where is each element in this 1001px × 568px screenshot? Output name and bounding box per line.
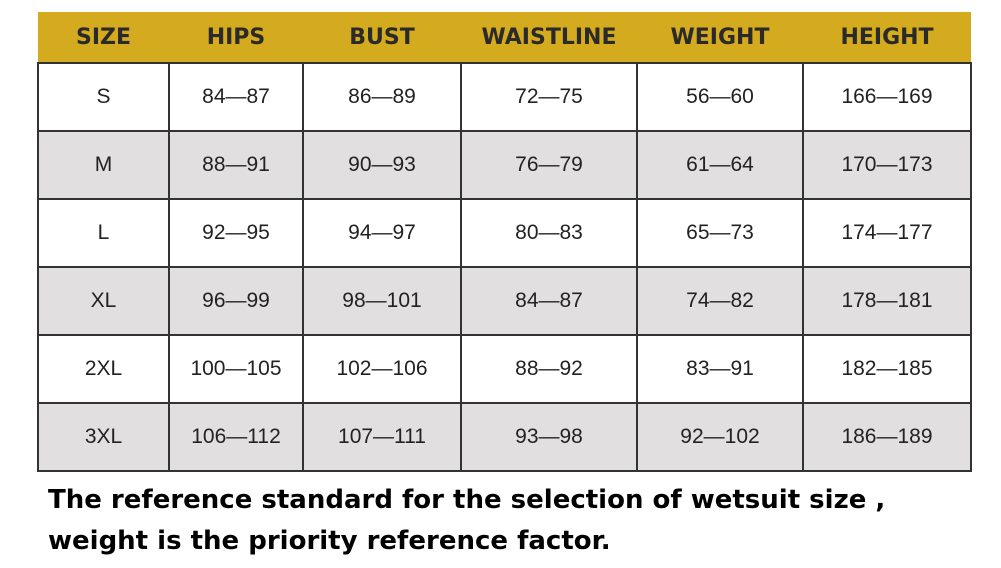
table-cell: 86—89 [302, 62, 462, 132]
size-table: SIZE HIPS BUST WAISTLINE WEIGHT HEIGHT S 84—87… [37, 12, 972, 472]
table-cell: 84—87 [168, 62, 304, 132]
table-cell: 94—97 [302, 198, 462, 268]
table-row: 2XL 100—105 102—106 88—92 83—91 182—185 [37, 334, 972, 404]
note: The reference standard for the selection… [48, 480, 885, 562]
table-cell: 96—99 [168, 266, 304, 336]
table-cell: 88—92 [460, 334, 638, 404]
table-cell: 107—111 [302, 402, 462, 472]
table-cell: 61—64 [636, 130, 804, 200]
table-cell: 56—60 [636, 62, 804, 132]
table-cell: 76—79 [460, 130, 638, 200]
table-cell: 186—189 [802, 402, 972, 472]
table-body: S 84—87 86—89 72—75 56—60 166—169 M 88—91 90—93 7… [37, 62, 972, 472]
table-cell: 92—102 [636, 402, 804, 472]
table-cell: 166—169 [802, 62, 972, 132]
header-cell: HEIGHT [803, 12, 971, 63]
table-row: XL 96—99 98—101 84—87 74—82 178—181 [37, 266, 972, 336]
header-cell: WEIGHT [637, 12, 803, 63]
header-row: SIZE HIPS BUST WAISTLINE WEIGHT HEIGHT [38, 12, 971, 63]
note-line: weight is the priority reference factor. [48, 526, 611, 556]
table-cell: L [37, 198, 170, 268]
header-cell: SIZE [38, 12, 169, 63]
table-cell: 174—177 [802, 198, 972, 268]
table-row: L 92—95 94—97 80—83 65—73 174—177 [37, 198, 972, 268]
table-row: M 88—91 90—93 76—79 61—64 170—173 [37, 130, 972, 200]
note-line: The reference standard for the selection… [48, 485, 886, 515]
table-cell: 100—105 [168, 334, 304, 404]
table-cell: 84—87 [460, 266, 638, 336]
table-cell: 92—95 [168, 198, 304, 268]
table-cell: 88—91 [168, 130, 304, 200]
table-cell: 93—98 [460, 402, 638, 472]
table-cell: 102—106 [302, 334, 462, 404]
header-cell: HIPS [169, 12, 303, 63]
table-cell: 65—73 [636, 198, 804, 268]
table-cell: 72—75 [460, 62, 638, 132]
table-cell: 3XL [37, 402, 170, 472]
table-cell: S [37, 62, 170, 132]
table-cell: 178—181 [802, 266, 972, 336]
header-cell: BUST [303, 12, 461, 63]
table-cell: 106—112 [168, 402, 304, 472]
size-table-wrap: SIZE HIPS BUST WAISTLINE WEIGHT HEIGHT S 84—87… [37, 12, 972, 472]
table-cell: 80—83 [460, 198, 638, 268]
table-row: 3XL 106—112 107—111 93—98 92—102 186—189 [37, 402, 972, 472]
table-cell: 182—185 [802, 334, 972, 404]
table-cell: 83—91 [636, 334, 804, 404]
table-row: S 84—87 86—89 72—75 56—60 166—169 [37, 62, 972, 132]
table-cell: 98—101 [302, 266, 462, 336]
table-cell: 2XL [37, 334, 170, 404]
table-cell: M [37, 130, 170, 200]
table-cell: 90—93 [302, 130, 462, 200]
header-cell: WAISTLINE [461, 12, 637, 63]
table-cell: 170—173 [802, 130, 972, 200]
table-cell: XL [37, 266, 170, 336]
table-cell: 74—82 [636, 266, 804, 336]
